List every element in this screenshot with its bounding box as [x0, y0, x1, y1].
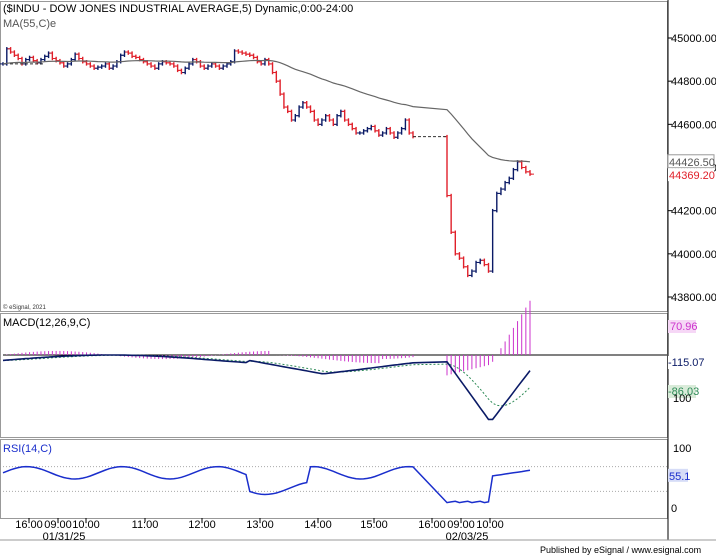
last-close-box: [668, 168, 714, 182]
macd-title: MACD(12,26,9,C): [3, 317, 90, 329]
macd-value-label: -115.07: [668, 357, 705, 369]
x-tick-label: 10:00: [476, 519, 504, 531]
ma-value-label: 44426.50: [669, 157, 715, 169]
x-tick-label: 12:00: [188, 519, 216, 531]
x-tick-label: 09:00: [447, 519, 475, 531]
publisher-footer: Published by eSignal / www.esignal.com: [540, 545, 702, 555]
macd-hist-box: [668, 320, 696, 333]
last-close-label: 44369.20: [669, 170, 715, 182]
macd-signal-box: [668, 385, 696, 398]
x-tick-label: 16:00: [418, 519, 446, 531]
price-panel-frame: [0, 1, 668, 312]
x-date-label: 01/31/25: [43, 531, 86, 543]
x-tick-label: 15:00: [360, 519, 388, 531]
ma-value-box: [667, 154, 715, 169]
x-tick-label: 10:00: [72, 519, 100, 531]
rsi-panel-frame: [0, 439, 668, 519]
price-tick-label: 44000.00: [671, 249, 716, 261]
moving-average-line: [2, 59, 531, 163]
copyright-label: © eSignal, 2021: [3, 304, 46, 311]
x-tick-label: 16:00: [15, 519, 43, 531]
rsi-tick-label: 100: [673, 443, 691, 455]
rsi-line: [2, 465, 531, 504]
x-tick-label: 14:00: [304, 519, 332, 531]
macd-hist-label: 70.96: [670, 321, 698, 333]
rsi-title: RSI(14,C): [3, 443, 52, 455]
x-date-label: 02/03/25: [446, 531, 489, 543]
x-tick-label: 11:00: [132, 519, 159, 531]
macd-tick-label: 100: [673, 393, 691, 405]
price-tick-label: 44200.00: [671, 206, 716, 218]
macd-panel-frame: [0, 313, 668, 438]
indicator-label: MA(55,C)e: [3, 18, 56, 30]
price-tick-label: 43800.00: [671, 292, 716, 304]
macd-signal-label: -86.03: [668, 386, 699, 398]
macd-value-box: [668, 356, 696, 369]
price-tick-label: 45000.00: [671, 33, 716, 45]
price-tick-label: 44800.00: [671, 76, 716, 88]
rsi-value-label: 55.1: [669, 471, 690, 483]
x-tick-label: 13:00: [246, 519, 274, 531]
rsi-tick-label: 0: [671, 503, 677, 515]
price-tick-label: 44600.00: [671, 119, 716, 131]
macd-line: [2, 354, 531, 421]
x-tick-label: 09:00: [44, 519, 72, 531]
chart-title: ($INDU - DOW JONES INDUSTRIAL AVERAGE,5)…: [3, 3, 353, 15]
rsi-value-box: [668, 468, 688, 482]
